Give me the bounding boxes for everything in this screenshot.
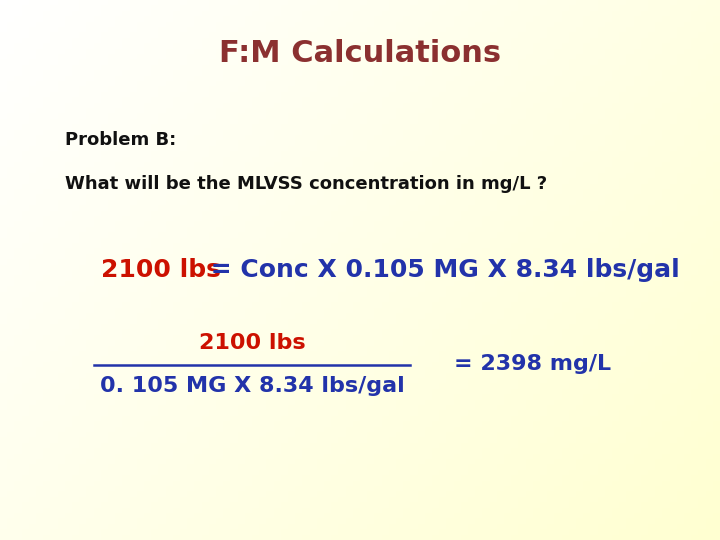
Text: = 2398 mg/L: = 2398 mg/L <box>454 354 611 375</box>
Text: 2100 lbs: 2100 lbs <box>199 333 305 353</box>
Text: What will be the MLVSS concentration in mg/L ?: What will be the MLVSS concentration in … <box>65 174 547 193</box>
Text: Problem B:: Problem B: <box>65 131 176 150</box>
Text: 2100 lbs: 2100 lbs <box>101 258 220 282</box>
Text: F:M Calculations: F:M Calculations <box>219 39 501 69</box>
Text: 0. 105 MG X 8.34 lbs/gal: 0. 105 MG X 8.34 lbs/gal <box>99 376 405 396</box>
Text: = Conc X 0.105 MG X 8.34 lbs/gal: = Conc X 0.105 MG X 8.34 lbs/gal <box>202 258 680 282</box>
